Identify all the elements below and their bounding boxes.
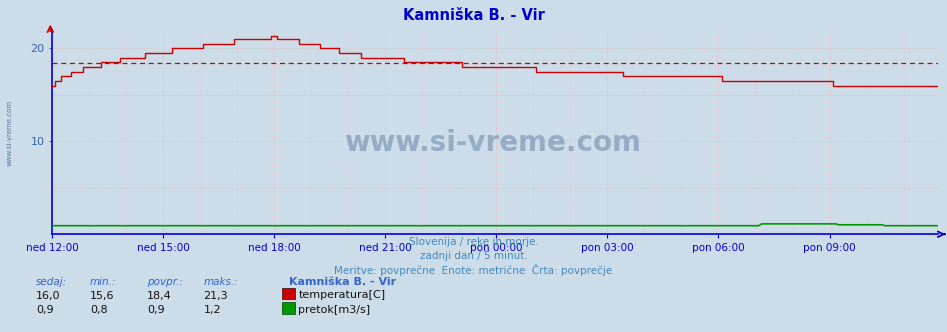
Text: sedaj:: sedaj:: [36, 277, 67, 287]
Text: temperatura[C]: temperatura[C]: [298, 290, 385, 300]
Text: 0,9: 0,9: [36, 305, 54, 315]
Text: www.si-vreme.com: www.si-vreme.com: [7, 100, 12, 166]
Text: 0,8: 0,8: [90, 305, 108, 315]
Text: Meritve: povprečne  Enote: metrične  Črta: povprečje: Meritve: povprečne Enote: metrične Črta:…: [334, 264, 613, 276]
Text: 0,9: 0,9: [147, 305, 165, 315]
Text: 21,3: 21,3: [204, 290, 228, 300]
Text: Kamniška B. - Vir: Kamniška B. - Vir: [289, 277, 396, 287]
Text: 18,4: 18,4: [147, 290, 171, 300]
Text: povpr.:: povpr.:: [147, 277, 183, 287]
Text: zadnji dan / 5 minut.: zadnji dan / 5 minut.: [420, 251, 527, 261]
Text: min.:: min.:: [90, 277, 116, 287]
Text: maks.:: maks.:: [204, 277, 239, 287]
Text: Slovenija / reke in morje.: Slovenija / reke in morje.: [408, 237, 539, 247]
Text: 16,0: 16,0: [36, 290, 61, 300]
Text: 1,2: 1,2: [204, 305, 222, 315]
Text: www.si-vreme.com: www.si-vreme.com: [344, 129, 641, 157]
Text: Kamniška B. - Vir: Kamniška B. - Vir: [402, 8, 545, 23]
Text: 15,6: 15,6: [90, 290, 115, 300]
Text: pretok[m3/s]: pretok[m3/s]: [298, 305, 370, 315]
